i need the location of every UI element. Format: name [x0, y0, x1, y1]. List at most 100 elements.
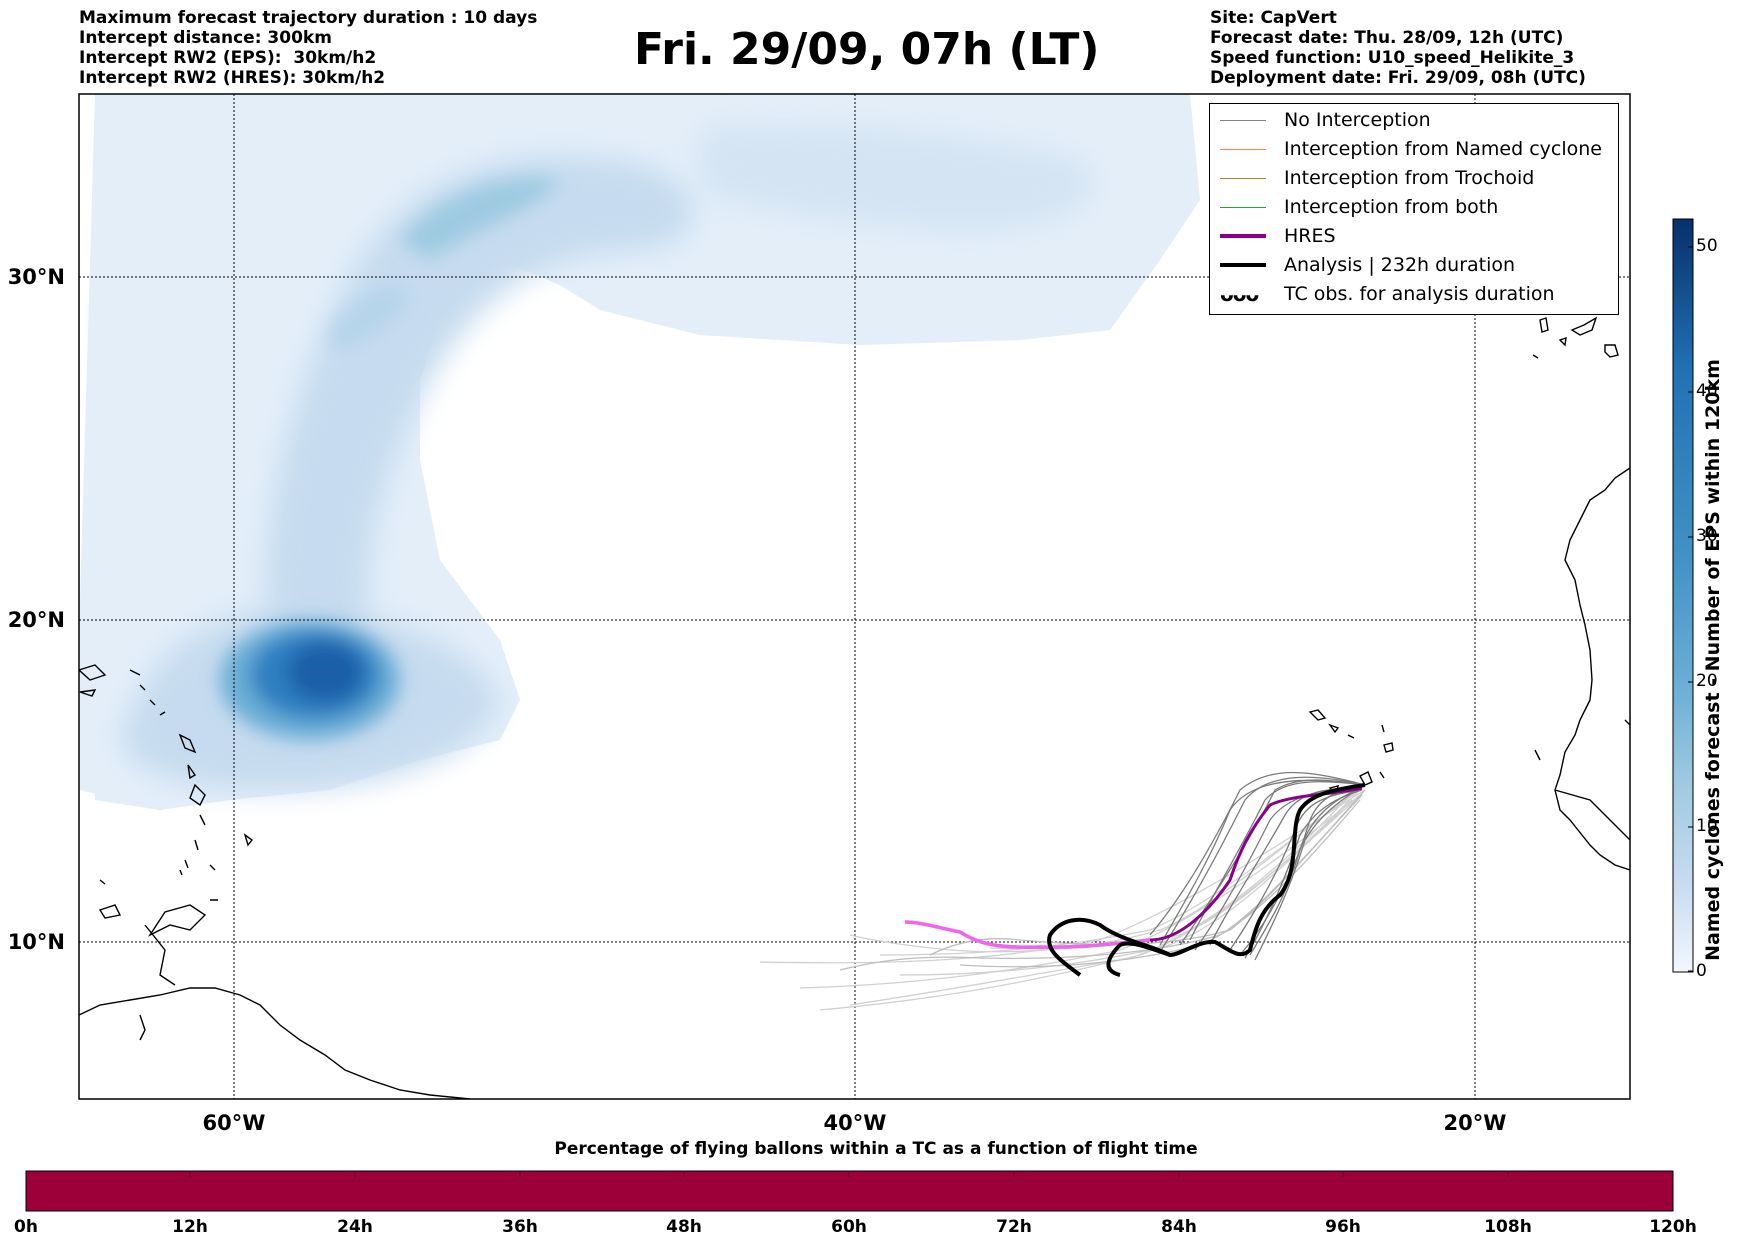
island-outline: [1539, 317, 1549, 333]
island-outline: [1383, 742, 1394, 753]
legend-label: TC obs. for analysis duration: [1284, 283, 1555, 305]
colorbar-tick-label: 0: [1696, 961, 1707, 981]
flight-time-tick-label: 96h: [1325, 1217, 1361, 1237]
island-outline: [99, 864, 218, 901]
africa-coast: [1554, 467, 1630, 871]
flight-time-tick-label: 84h: [1161, 1217, 1197, 1237]
south-america-coast: [79, 987, 471, 1099]
lat-label: 20°N: [8, 608, 65, 632]
island-outline: [179, 814, 206, 876]
legend-label: No Interception: [1284, 109, 1431, 131]
line-swatch-icon: [1220, 119, 1266, 121]
colorbar: [1672, 218, 1694, 973]
legend-item-both: Interception from both: [1220, 193, 1498, 221]
page-title: Fri. 29/09, 07h (LT): [634, 24, 1100, 75]
legend-item-tc-obs: ᴗᴗᴗ TC obs. for analysis duration: [1220, 280, 1555, 308]
island-outline: [129, 669, 166, 716]
colorbar-tick-label: 10: [1696, 816, 1718, 836]
analysis-trajectory: [1047, 917, 1171, 977]
river-mouth: [139, 1014, 146, 1041]
legend-item-trochoid: Interception from Trochoid: [1220, 164, 1534, 192]
island-outline: [189, 783, 206, 807]
colorbar-tick-label: 30: [1696, 526, 1718, 546]
line-swatch-icon: [1220, 148, 1266, 150]
island-outline: [148, 904, 207, 937]
legend-item-named-cyclone: Interception from Named cyclone: [1220, 135, 1602, 163]
venezuela-coast: [144, 924, 176, 986]
flight-time-tick-label: 108h: [1484, 1217, 1532, 1237]
colorbar-tick-label: 20: [1696, 671, 1718, 691]
island-outline: [178, 733, 197, 754]
density-level-3: [330, 285, 410, 350]
legend: No Interception Interception from Named …: [1209, 103, 1619, 315]
forecast-parameters: Maximum forecast trajectory duration : 1…: [79, 8, 537, 88]
island-outline: [98, 904, 122, 919]
colorbar-title: Named cyclones forecast - Number of EPS …: [1702, 359, 1724, 961]
legend-label: HRES: [1284, 225, 1336, 247]
header-right-line: Speed function: U10_speed_Helikite_3: [1210, 48, 1575, 68]
header-right-line: Forecast date: Thu. 28/09, 12h (UTC): [1210, 28, 1564, 48]
density-level-2: [700, 126, 1093, 230]
flight-time-bar: [25, 1170, 1674, 1212]
lon-label: 60°W: [203, 1111, 266, 1135]
colorbar-tick-label: 50: [1696, 236, 1718, 256]
flight-time-tick-label: 24h: [337, 1217, 373, 1237]
lat-label: 30°N: [8, 265, 65, 289]
colorbar-ticks: [1688, 246, 1693, 972]
tc-symbol-icon: ᴗᴗᴗ: [1220, 282, 1259, 306]
density-level-3: [400, 177, 560, 260]
coastlines: [79, 316, 1630, 1099]
header-right-line: Deployment date: Fri. 29/09, 08h (UTC): [1210, 68, 1586, 88]
analysis-trajectory: [1106, 783, 1366, 977]
ensemble-trajectories: [759, 771, 1366, 1011]
hres-trajectory-late: [904, 920, 1151, 949]
island-outline: [1532, 316, 1598, 359]
island-outline: [79, 689, 97, 697]
flight-time-tick-label: 60h: [831, 1217, 867, 1237]
flight-time-tick-label: 36h: [502, 1217, 538, 1237]
header-left-line: Intercept RW2 (HRES): 30km/h2: [79, 68, 386, 88]
colorbar-tick-label: 40: [1696, 381, 1718, 401]
line-swatch-icon: [1220, 177, 1266, 179]
flight-time-tick-label: 0h: [14, 1217, 38, 1237]
line-swatch-icon: [1220, 263, 1266, 267]
lat-label: 10°N: [8, 930, 65, 954]
density-level-1: [80, 94, 240, 800]
legend-label: Analysis | 232h duration: [1284, 254, 1516, 276]
site-info: Site: CapVert Forecast date: Thu. 28/09,…: [1210, 8, 1586, 88]
island-outline: [1328, 723, 1385, 739]
island-outline: [1534, 719, 1630, 761]
flight-time-tick-label: 72h: [996, 1217, 1032, 1237]
flight-time-tick-label: 120h: [1649, 1217, 1697, 1237]
flight-time-bar-ticks: [189, 1171, 1509, 1177]
lon-label: 40°W: [824, 1111, 887, 1135]
legend-item-hres: HRES: [1220, 222, 1336, 250]
flight-time-bar-title: Percentage of flying ballons within a TC…: [554, 1139, 1198, 1159]
line-swatch-icon: [1220, 234, 1266, 238]
map-frame: [78, 93, 1631, 1100]
legend-label: Interception from Trochoid: [1284, 167, 1535, 189]
legend-label: Interception from both: [1284, 196, 1499, 218]
africa-coast: [1554, 789, 1630, 841]
cyclone-density-field: [80, 94, 1200, 810]
flight-time-tick-label: 48h: [666, 1217, 702, 1237]
header-left-line: Intercept RW2 (EPS): 30km/h2: [79, 48, 377, 68]
header-left-line: Intercept distance: 300km: [79, 28, 332, 48]
island-outline: [243, 833, 254, 847]
legend-item-no-interception: No Interception: [1220, 106, 1431, 134]
flight-time-tick-label: 12h: [172, 1217, 208, 1237]
header-right-line: Site: CapVert: [1210, 8, 1337, 28]
legend-label: Interception from Named cyclone: [1284, 138, 1602, 160]
line-swatch-icon: [1220, 206, 1266, 208]
legend-item-analysis: Analysis | 232h duration: [1220, 251, 1515, 279]
island-outline: [1308, 709, 1327, 721]
island-outline: [1359, 771, 1385, 786]
lon-label: 20°W: [1444, 1111, 1507, 1135]
map-area: [79, 94, 1630, 1099]
density-level-6: [287, 642, 363, 702]
island-outline: [1604, 344, 1619, 358]
island-outline: [79, 664, 107, 681]
header-left-line: Maximum forecast trajectory duration : 1…: [79, 8, 538, 28]
island-outline: [187, 764, 197, 780]
